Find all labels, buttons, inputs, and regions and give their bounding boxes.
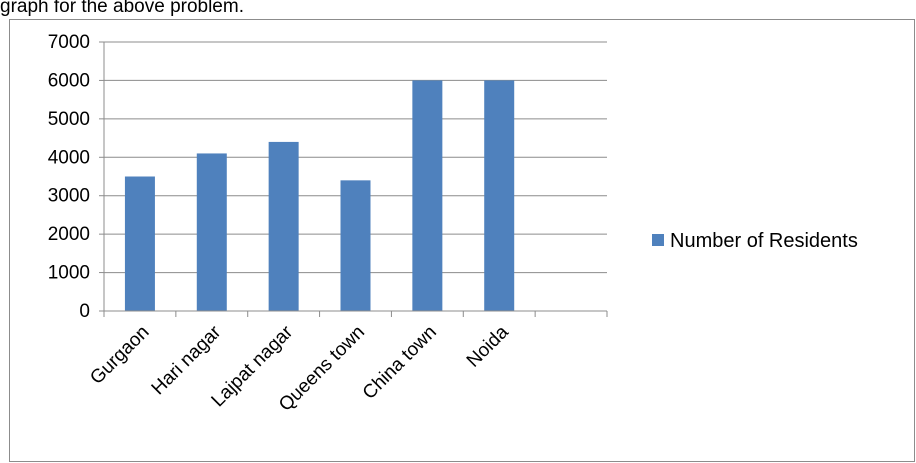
axes bbox=[99, 41, 608, 317]
bar bbox=[124, 176, 155, 311]
chart-frame bbox=[9, 19, 915, 462]
x-tick-label: Hari nagar bbox=[148, 321, 226, 399]
legend: Number of Residents bbox=[652, 230, 858, 252]
y-tick-label: 1000 bbox=[48, 263, 90, 284]
legend-label: Number of Residents bbox=[670, 230, 858, 252]
bar bbox=[196, 153, 227, 311]
bar bbox=[268, 141, 299, 311]
bar bbox=[340, 180, 371, 311]
y-tick-label: 2000 bbox=[48, 224, 90, 245]
y-tick-label: 4000 bbox=[48, 147, 90, 168]
x-tick-label: Noida bbox=[463, 321, 513, 371]
x-tick-label: Gurgaon bbox=[86, 322, 153, 389]
bar bbox=[484, 80, 515, 311]
x-tick-label: China town bbox=[359, 322, 441, 404]
y-tick-label: 3000 bbox=[48, 186, 90, 207]
header-text: graph for the above problem. bbox=[0, 0, 244, 17]
bar bbox=[412, 80, 443, 311]
y-tick-label: 6000 bbox=[48, 70, 90, 91]
legend-swatch bbox=[652, 234, 664, 246]
y-tick-label: 5000 bbox=[48, 109, 90, 130]
y-tick-label: 7000 bbox=[48, 32, 90, 53]
y-tick-label: 0 bbox=[79, 301, 90, 322]
bars bbox=[124, 80, 515, 311]
